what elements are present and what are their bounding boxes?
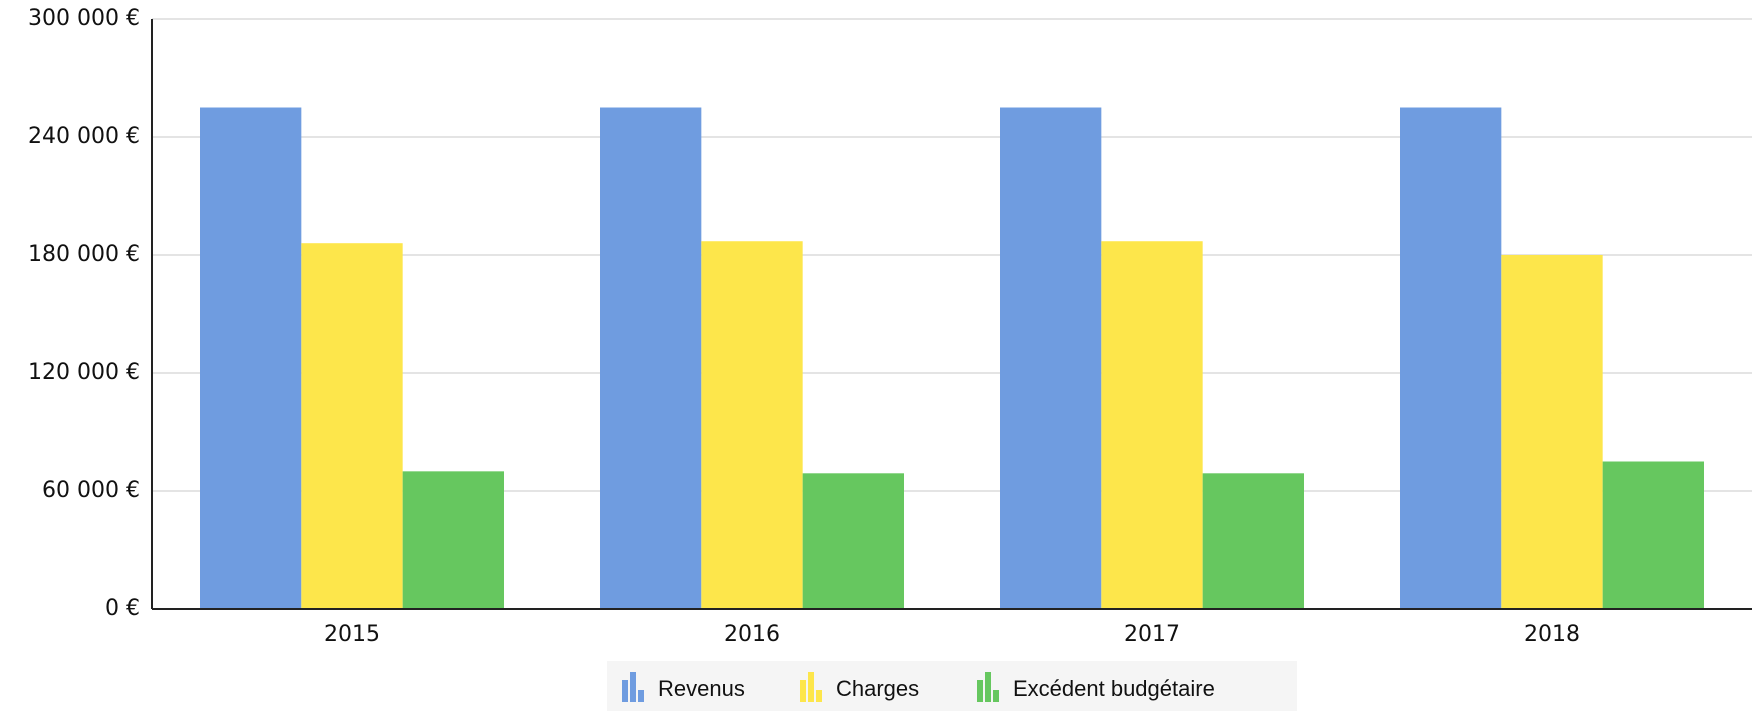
legend-icon	[816, 690, 822, 702]
bar	[1400, 107, 1502, 609]
x-tick-label: 2016	[724, 622, 780, 647]
y-tick-label: 180 000 €	[28, 242, 140, 267]
y-tick-label: 60 000 €	[42, 478, 140, 503]
bar	[402, 471, 504, 609]
legend-icon	[993, 690, 999, 702]
x-tick-label: 2017	[1124, 622, 1180, 647]
bar	[1501, 255, 1603, 609]
bar	[600, 107, 702, 609]
y-tick-label: 120 000 €	[28, 360, 140, 385]
bar	[301, 243, 403, 609]
y-tick-label: 300 000 €	[28, 6, 140, 31]
legend-icon	[808, 672, 814, 702]
legend-icon	[985, 672, 991, 702]
y-tick-label: 0 €	[105, 596, 140, 621]
x-tick-label: 2018	[1524, 622, 1580, 647]
bar	[1101, 241, 1203, 609]
bar	[802, 473, 904, 609]
bar	[701, 241, 803, 609]
legend-label: Charges	[836, 676, 919, 701]
legend-icon	[977, 680, 983, 702]
bar	[1202, 473, 1304, 609]
legend-icon	[800, 680, 806, 702]
bar	[200, 107, 302, 609]
legend-label: Excédent budgétaire	[1013, 676, 1215, 701]
bar	[1602, 461, 1704, 609]
legend-icon	[630, 672, 636, 702]
legend-box	[607, 661, 1297, 711]
legend-icon	[622, 680, 628, 702]
x-tick-label: 2015	[324, 622, 380, 647]
legend-icon	[638, 690, 644, 702]
legend-label: Revenus	[658, 676, 745, 701]
y-tick-label: 240 000 €	[28, 124, 140, 149]
bar	[1000, 107, 1102, 609]
